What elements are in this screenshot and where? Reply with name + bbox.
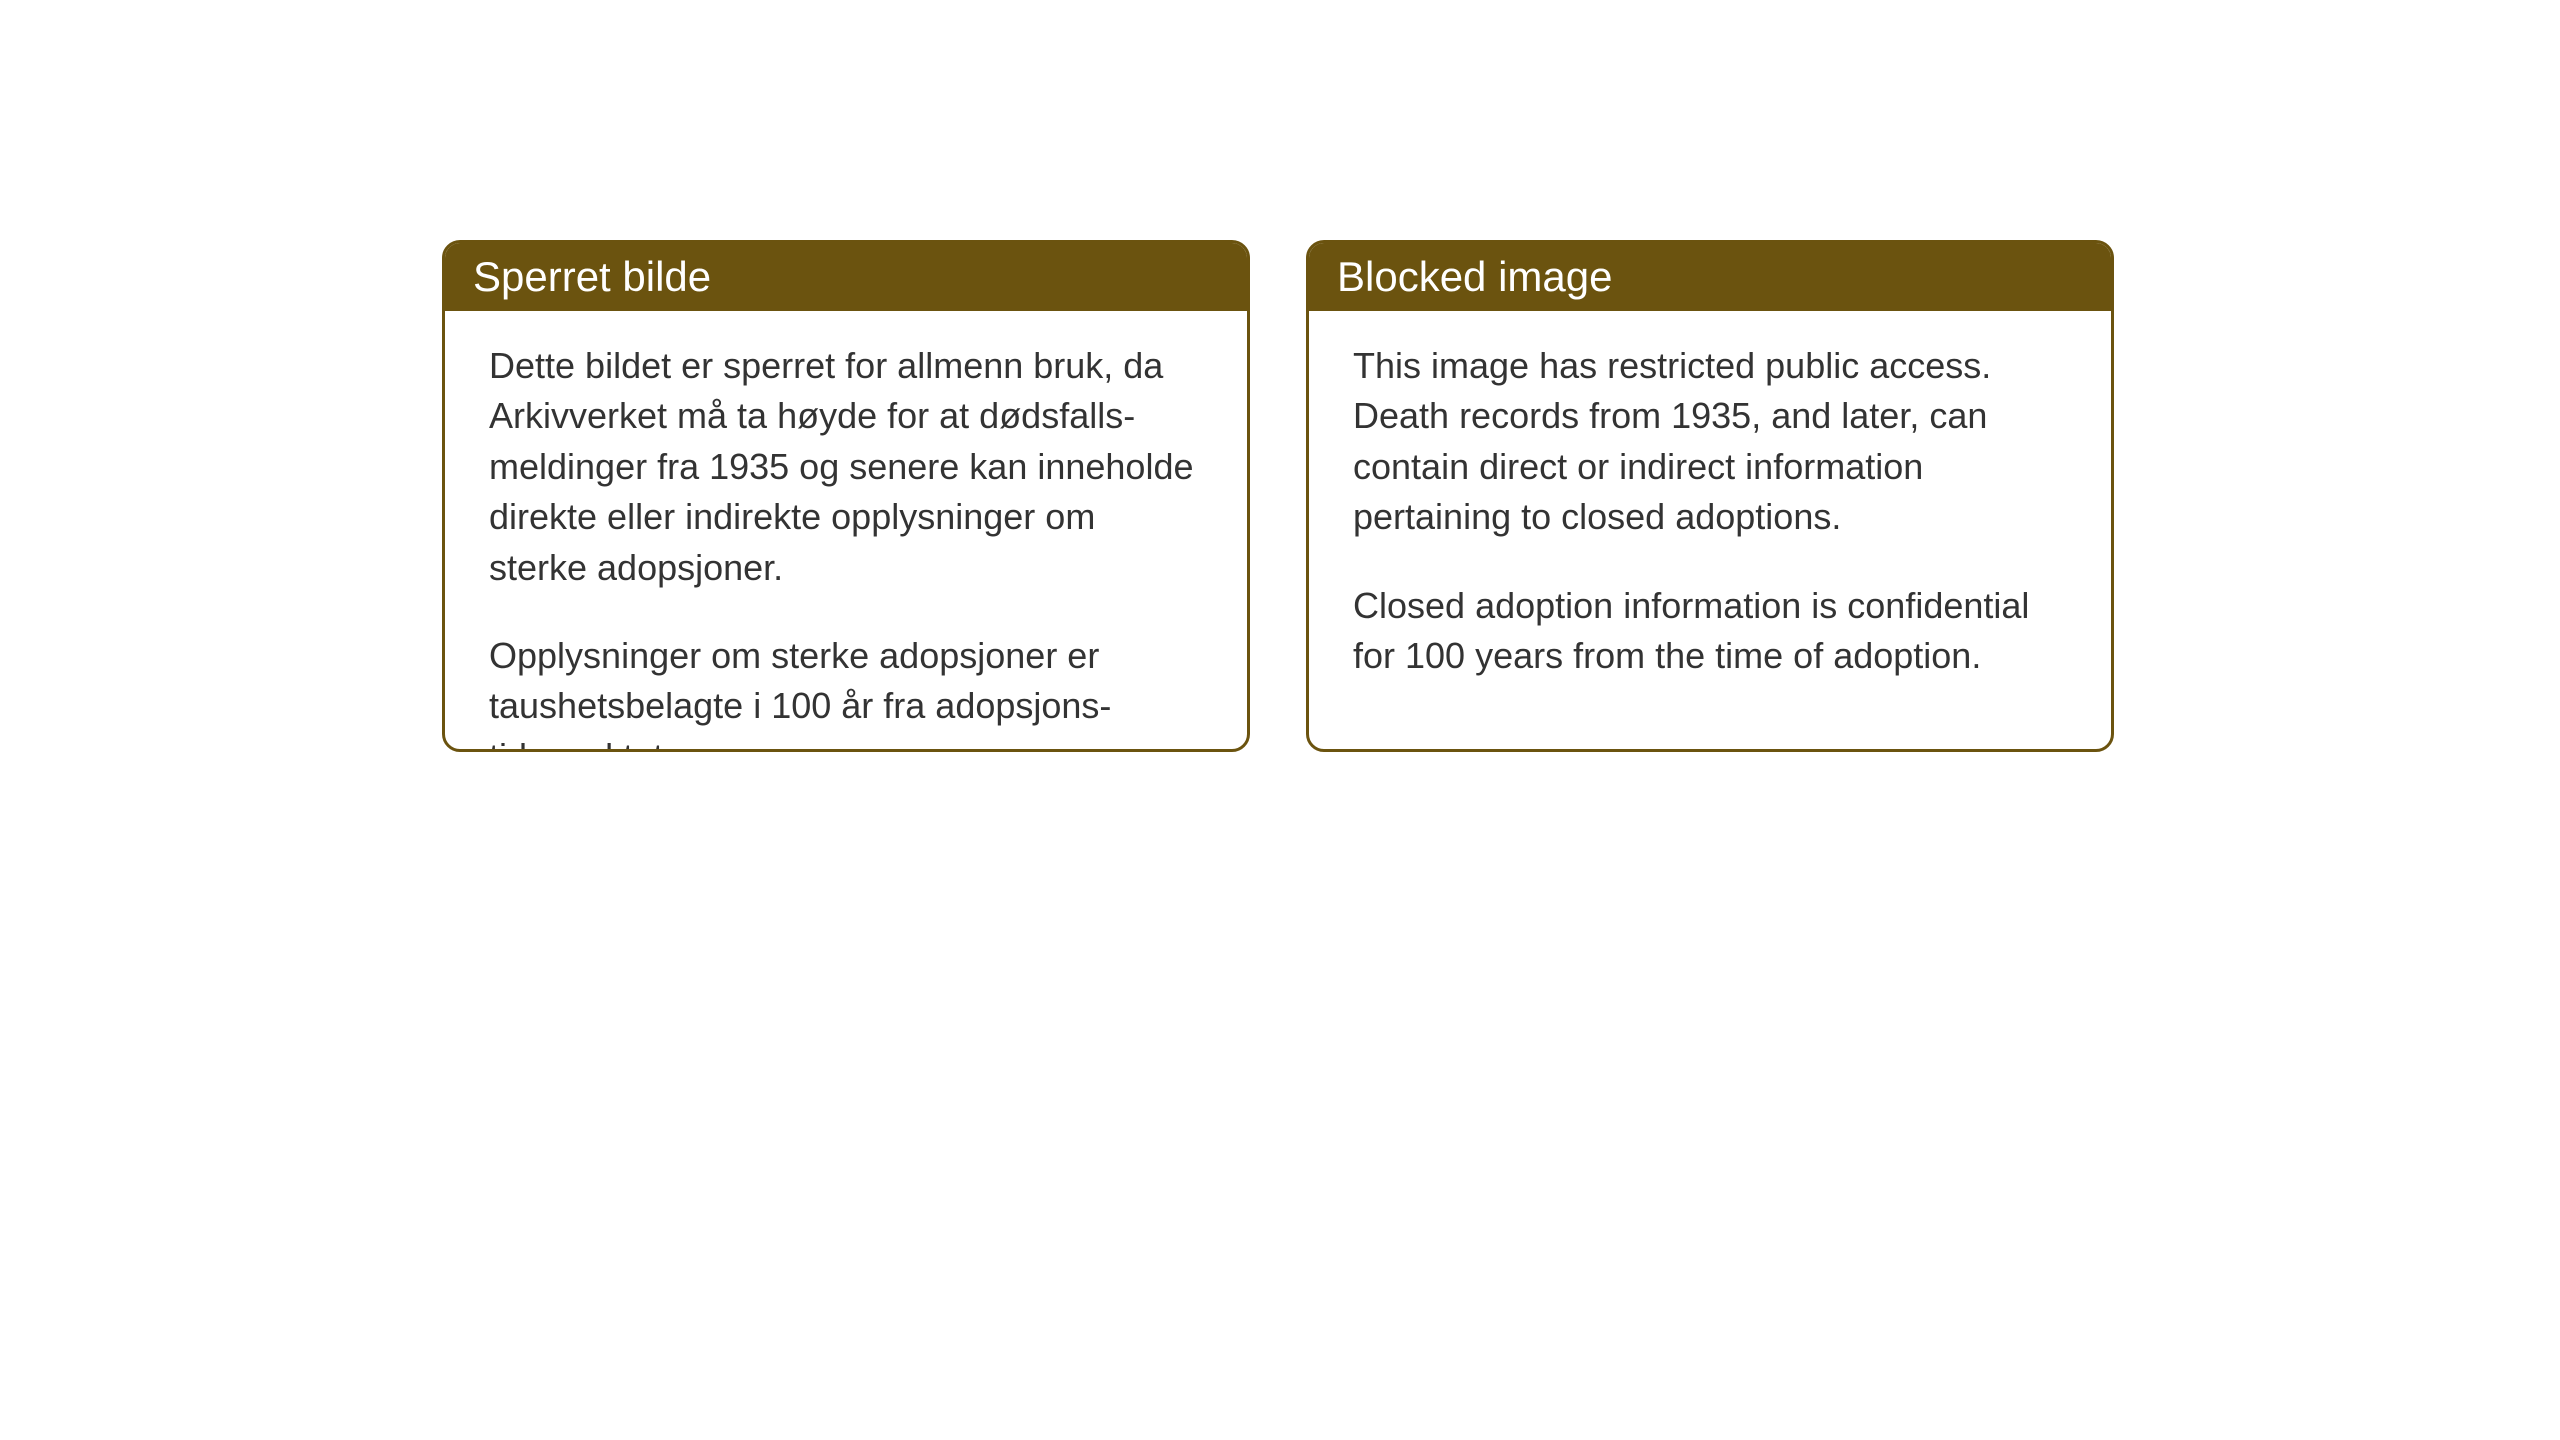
- notice-box-norwegian: Sperret bilde Dette bildet er sperret fo…: [442, 240, 1250, 752]
- notice-paragraph-1-english: This image has restricted public access.…: [1353, 341, 2067, 543]
- notice-header-norwegian: Sperret bilde: [445, 243, 1247, 311]
- notice-paragraph-2-english: Closed adoption information is confident…: [1353, 581, 2067, 682]
- notice-body-english: This image has restricted public access.…: [1309, 311, 2111, 711]
- notice-title-english: Blocked image: [1337, 253, 1612, 300]
- notice-container: Sperret bilde Dette bildet er sperret fo…: [442, 240, 2114, 752]
- notice-paragraph-1-norwegian: Dette bildet er sperret for allmenn bruk…: [489, 341, 1203, 593]
- notice-title-norwegian: Sperret bilde: [473, 253, 711, 300]
- notice-paragraph-2-norwegian: Opplysninger om sterke adopsjoner er tau…: [489, 631, 1203, 752]
- notice-body-norwegian: Dette bildet er sperret for allmenn bruk…: [445, 311, 1247, 752]
- notice-box-english: Blocked image This image has restricted …: [1306, 240, 2114, 752]
- notice-header-english: Blocked image: [1309, 243, 2111, 311]
